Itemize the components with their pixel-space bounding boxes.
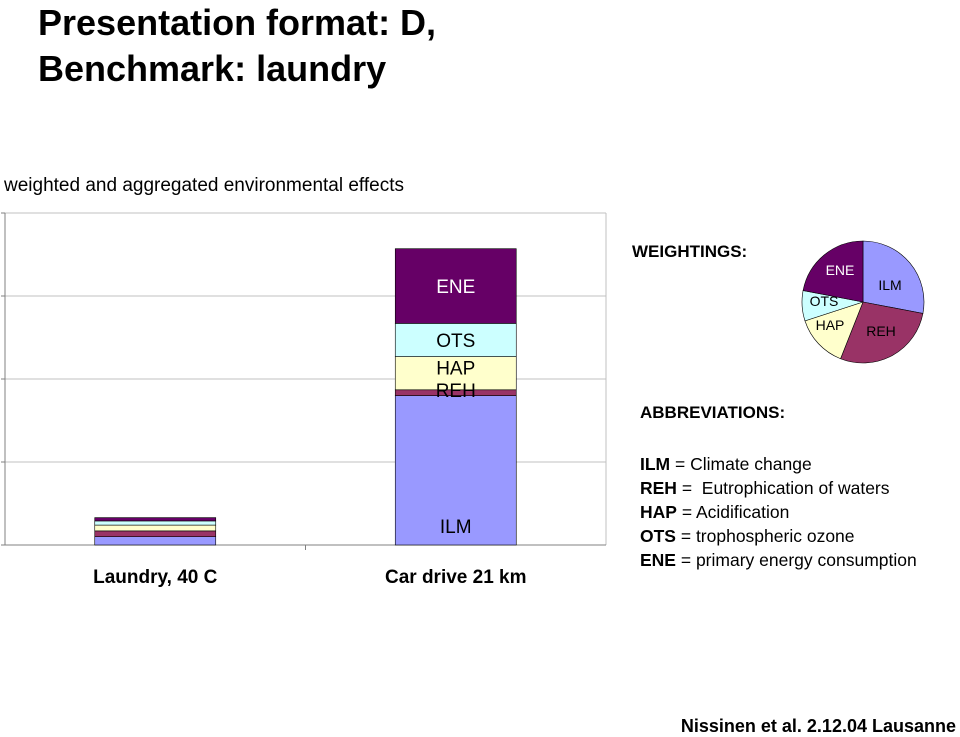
stacked-bar-chart: Laundry, 40 C Car drive 21 km ENE OTS HAPREH…: [1, 212, 607, 588]
abbreviations-title: ABBREVIATIONS:: [640, 403, 786, 422]
abbreviation-code: OTS: [640, 526, 676, 546]
pie-slice-ene: [802, 240, 864, 303]
chart-subtitle: weighted and aggregated environmental ef…: [4, 175, 404, 196]
abbreviation-description: Climate change: [690, 454, 812, 474]
footer-citation: Nissinen et al. 2.12.04 Lausanne: [680, 716, 956, 736]
weightings-label: WEIGHTINGS:: [632, 242, 748, 261]
abbreviation-description: Acidification: [695, 502, 790, 522]
pie-label-ilm: ILM: [878, 277, 901, 293]
bar-segment-reh: [94, 530, 217, 538]
bar-segment-ene: [94, 517, 217, 522]
bar-segment-ilm: [94, 536, 217, 546]
bar-segment-hap: [94, 524, 217, 532]
abbreviation-separator: =: [670, 454, 691, 474]
abbreviation-item: HAP = Acidification: [640, 500, 917, 524]
pie-label-reh: REH: [866, 323, 896, 339]
pie-label-ots: OTS: [810, 293, 839, 309]
abbreviation-separator: =: [675, 526, 696, 546]
pie-label-ene: ENE: [826, 262, 855, 278]
pie-slice-reh: [840, 301, 924, 364]
pie-slice-ilm: [862, 240, 925, 314]
segment-label-reh: REH: [436, 381, 476, 402]
abbreviation-description: trophospheric ozone: [695, 526, 855, 546]
x-tick-label: Car drive 21 km: [385, 567, 527, 588]
bar-segment-ots: [94, 520, 217, 526]
bar-segment-ene: [394, 248, 517, 324]
title-line-2: Benchmark: laundry: [38, 48, 387, 89]
bar-segment-ots: [394, 323, 517, 357]
abbreviation-code: ILM: [640, 454, 671, 474]
segment-label-hap: HAP: [436, 359, 475, 380]
pie-label-hap: HAP: [816, 317, 845, 333]
abbreviation-separator: =: [675, 550, 696, 570]
abbreviation-item: OTS = trophospheric ozone: [640, 524, 917, 548]
abbreviation-code: HAP: [640, 502, 677, 522]
abbreviation-description: Eutrophication of waters: [701, 478, 890, 498]
abbreviation-item: ENE = primary energy consumption: [640, 548, 917, 572]
abbreviation-separator: =: [676, 478, 702, 498]
x-tick-label: Laundry, 40 C: [93, 567, 218, 588]
bar-segment-ilm: [394, 395, 517, 546]
segment-label-ots: OTS: [436, 331, 475, 352]
abbreviations-list: ILM = Climate change REH = Eutrophicatio…: [640, 452, 917, 572]
segment-label-ene: ENE: [436, 277, 475, 298]
segment-label-ilm: ILM: [440, 517, 472, 538]
title-line-1: Presentation format: D,: [38, 2, 437, 43]
abbreviation-code: REH: [640, 478, 677, 498]
abbreviation-separator: =: [676, 502, 696, 522]
abbreviation-description: primary energy consumption: [695, 550, 917, 570]
weightings-pie-chart: ILM REH HAP OTS ENE: [801, 240, 925, 364]
abbreviation-item: REH = Eutrophication of waters: [640, 476, 917, 500]
abbreviation-code: ENE: [640, 550, 676, 570]
page-title: Presentation format: D, Benchmark: laund…: [38, 0, 436, 92]
abbreviation-item: ILM = Climate change: [640, 452, 917, 476]
